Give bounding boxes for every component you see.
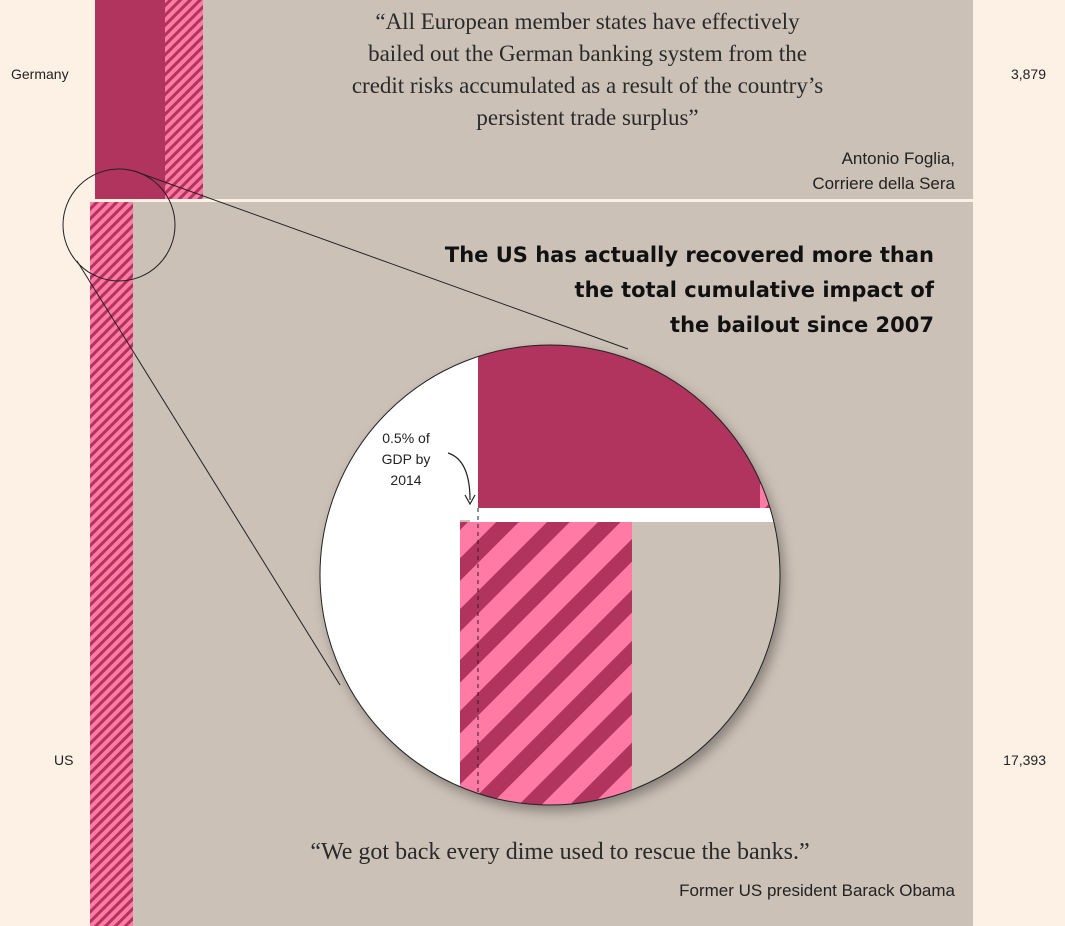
value-label-us: 17,393 (1003, 752, 1046, 768)
zoom-separator (470, 508, 780, 522)
germany-bailout-hatched-bar (165, 0, 203, 199)
magnifier-small-circle (62, 168, 176, 282)
germany-quote-line: bailed out the German banking system fro… (368, 41, 807, 66)
zoom-germany-hatched-edge (760, 480, 780, 508)
germany-gdp-area (95, 0, 973, 199)
zoom-lens-rim (319, 344, 781, 806)
category-label-us: US (54, 752, 74, 768)
value-label-germany: 3,879 (1010, 66, 1046, 82)
us-quote: “We got back every dime used to rescue t… (310, 839, 810, 865)
headline: The US has actually recovered more than … (334, 238, 934, 343)
germany-quote-line: persistent trade surplus” (476, 105, 699, 130)
germany-bailout-bar (95, 0, 165, 199)
zoom-annotation: 0.5% of GDP by 2014 (381, 430, 431, 488)
germany-quote: “All European member states have effecti… (300, 6, 875, 134)
germany-quote-attribution: Antonio Foglia, Corriere della Sera (655, 146, 955, 196)
zoom-white-area-left (320, 520, 460, 805)
headline-line: the total cumulative impact of (574, 278, 934, 302)
zoom-germany-bar (478, 345, 778, 508)
headline-line: the bailout since 2007 (670, 313, 934, 337)
us-quote-attribution: Former US president Barack Obama (679, 881, 955, 900)
connector-line (133, 170, 629, 350)
zoom-us-hatched-bar (460, 522, 632, 805)
attribution-line: Antonio Foglia, (841, 149, 955, 168)
attribution-line: Corriere della Sera (812, 174, 955, 193)
germany-quote-line: “All European member states have effecti… (375, 9, 800, 34)
connector-line (76, 260, 341, 686)
headline-line: The US has actually recovered more than (444, 243, 934, 267)
annotation-arrowhead (464, 494, 476, 506)
category-label-germany: Germany (11, 66, 69, 82)
germany-quote-line: credit risks accumulated as a result of … (351, 73, 824, 98)
us-bailout-hatched-bar (90, 202, 133, 926)
annotation-arrow (447, 452, 471, 501)
